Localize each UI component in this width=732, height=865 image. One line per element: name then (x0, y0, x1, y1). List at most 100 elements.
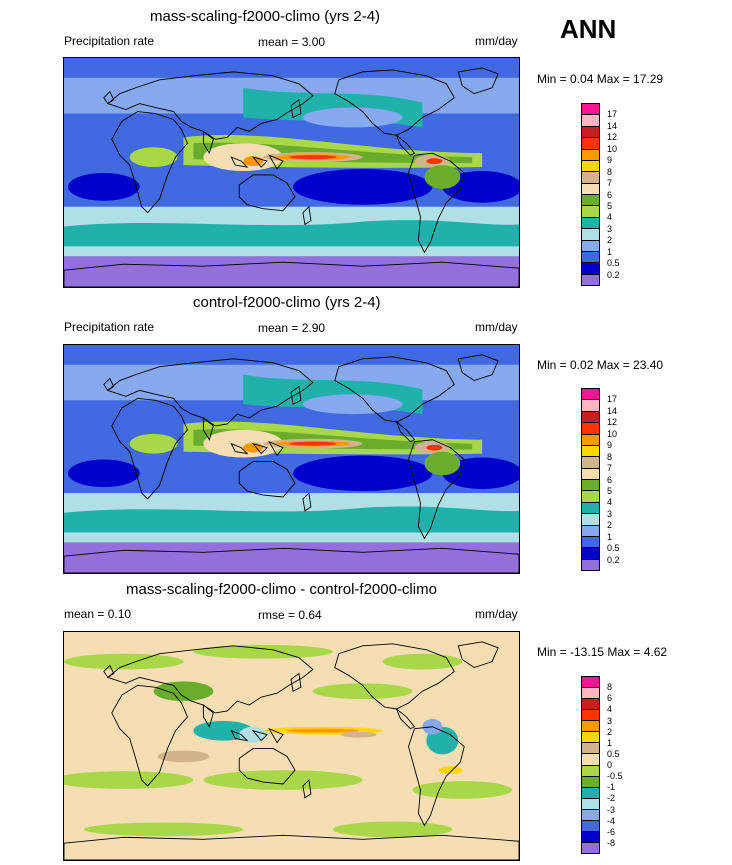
colorbar-segment (582, 206, 599, 218)
colorbar-tick-label: 0.5 (607, 748, 620, 759)
coastline (334, 356, 455, 423)
coastline (268, 154, 284, 170)
colorbar-tick-label: -1 (607, 782, 616, 793)
coastline (290, 98, 302, 119)
colorbar-tick-label: -0.5 (607, 771, 623, 782)
coastline (64, 547, 519, 573)
colorbar-segment (582, 699, 599, 711)
coastline (238, 174, 296, 212)
coastline (202, 417, 214, 441)
panel-3-mean-label: mean = 0.10 (64, 607, 132, 621)
colorbar-segment (582, 445, 599, 458)
colorbar-tick-label: 0.2 (607, 554, 620, 565)
colorbar-tick-label: 12 (607, 132, 618, 143)
coastline (334, 69, 455, 136)
coastline (64, 834, 519, 860)
colorbar-tick-label: 5 (607, 200, 613, 211)
colorbar-segment (582, 776, 599, 788)
coastline (290, 385, 302, 405)
colorbar-segment (582, 787, 599, 799)
colorbar-segment (582, 732, 599, 744)
coastline (408, 726, 465, 827)
colorbar-tick-label: -3 (607, 804, 616, 815)
coastline (106, 358, 314, 427)
colorbar-segment (582, 389, 599, 401)
colorbar-segment (582, 217, 599, 230)
panel-2-colorbar (581, 388, 600, 571)
colorbar-tick-label: -4 (607, 815, 616, 826)
colorbar-segment (582, 809, 599, 821)
panel-3-units-label: mm/day (475, 607, 518, 621)
colorbar-tick-label: 0 (607, 760, 613, 770)
colorbar-tick-label: 10 (607, 143, 618, 154)
colorbar-tick-label: 1 (607, 531, 613, 542)
panel-2-units-label: mm/day (475, 320, 518, 334)
map-field (64, 345, 519, 573)
colorbar-segment (582, 677, 599, 689)
colorbar-segment (582, 754, 599, 766)
colorbar-tick-label: 0.5 (607, 258, 620, 269)
colorbar-segment (582, 434, 599, 446)
panel-2-variable-label: Precipitation rate (64, 320, 155, 334)
coastline (230, 156, 249, 168)
colorbar-tick-label: 7 (607, 463, 613, 474)
panel-1-mean-label: mean = 3.00 (258, 35, 326, 49)
coastline (457, 641, 499, 669)
panel-3-rmse-label: rmse = 0.64 (258, 608, 322, 622)
panel-3-colorbar (581, 676, 600, 854)
colorbar-segment (582, 688, 599, 700)
colorbar-segment (582, 536, 599, 549)
colorbar-tick-label: 7 (607, 178, 613, 189)
colorbar-tick-label: -6 (607, 826, 616, 837)
colorbar-tick-label: 12 (607, 417, 618, 428)
coastline (103, 664, 115, 679)
coastline (103, 377, 115, 392)
colorbar-segment (582, 548, 599, 560)
colorbar-segment (582, 743, 599, 755)
coastline (268, 440, 284, 457)
panel-1-map (63, 57, 520, 288)
coastline (290, 672, 302, 692)
coastline (106, 71, 314, 140)
coastline (457, 67, 499, 95)
colorbar-tick-label: 8 (607, 451, 613, 462)
coastline (457, 354, 499, 382)
colorbar-tick-label: 2 (607, 235, 613, 246)
colorbar-segment (582, 411, 599, 424)
colorbar-segment (582, 480, 599, 492)
coastline (408, 152, 465, 254)
coastline (238, 461, 296, 498)
colorbar-segment (582, 831, 599, 843)
panel-2-map (63, 344, 520, 574)
colorbar-segment (582, 400, 599, 412)
colorbar-segment (582, 229, 599, 241)
colorbar-tick-label: 17 (607, 109, 618, 120)
coastline (111, 111, 188, 214)
colorbar-tick-label: -8 (607, 837, 616, 848)
colorbar-tick-label: 2 (607, 520, 613, 531)
colorbar-tick-label: 0.5 (607, 543, 620, 554)
coastline (395, 420, 416, 443)
panel-3-minmax-label: Min = -13.15 Max = 4.62 (537, 645, 668, 659)
colorbar-tick-label: 0.2 (607, 269, 620, 280)
colorbar-segment (582, 457, 599, 469)
colorbar-segment (582, 251, 599, 264)
colorbar-tick-label: 6 (607, 189, 613, 200)
colorbar-tick-label: 4 (607, 704, 613, 715)
panel-3-map (63, 631, 520, 861)
map-field (64, 58, 519, 287)
coastline (268, 727, 284, 744)
colorbar-tick-label: 14 (607, 405, 618, 416)
colorbar-segment (582, 798, 599, 810)
coastline (408, 439, 465, 540)
coastline (202, 704, 214, 728)
colorbar-segment (582, 491, 599, 503)
colorbar-segment (582, 115, 599, 127)
colorbar-tick-label: 3 (607, 223, 613, 234)
panel-2-mean-label: mean = 2.90 (258, 321, 326, 335)
colorbar-segment (582, 263, 599, 275)
season-label: ANN (560, 14, 617, 44)
coastline (230, 442, 249, 455)
colorbar-tick-label: -2 (607, 793, 616, 804)
colorbar-tick-label: 17 (607, 394, 618, 405)
